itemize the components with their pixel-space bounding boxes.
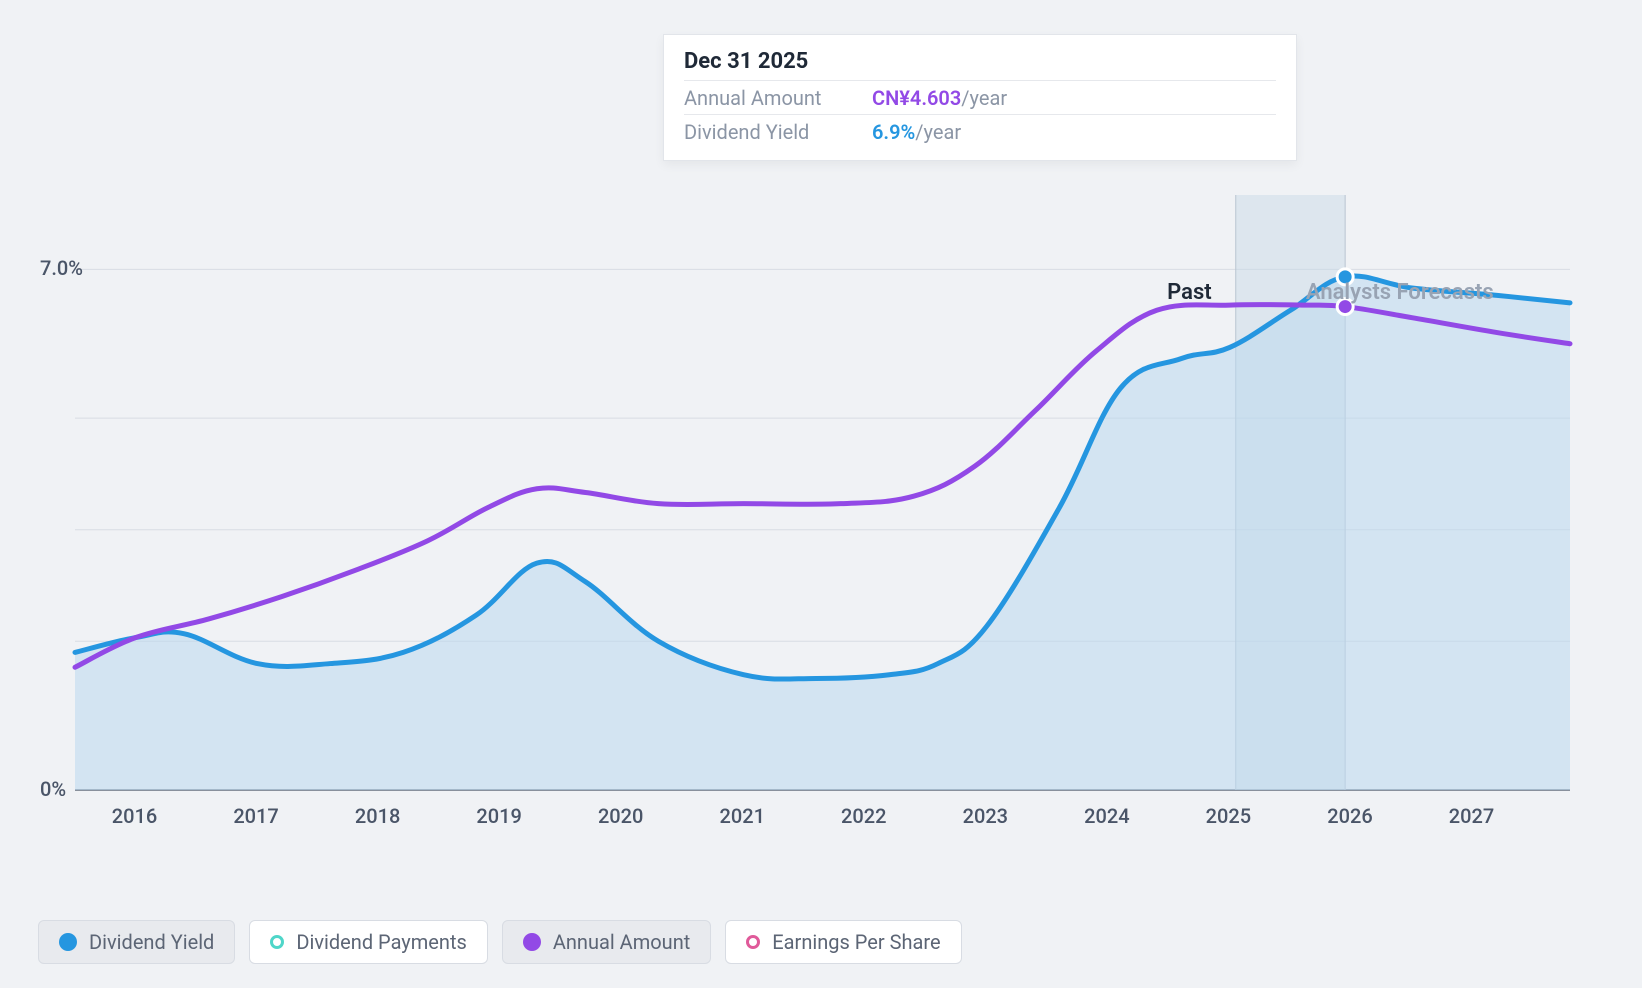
x-tick-label: 2022 bbox=[841, 804, 886, 828]
tooltip-row-value: CN¥4.603/year bbox=[872, 86, 1007, 110]
tooltip-row-label: Annual Amount bbox=[684, 86, 854, 110]
legend-item-earnings-per-share[interactable]: Earnings Per Share bbox=[725, 920, 961, 964]
x-tick-label: 2023 bbox=[963, 804, 1008, 828]
tooltip-date: Dec 31 2025 bbox=[684, 49, 1276, 80]
legend-item-dividend-payments[interactable]: Dividend Payments bbox=[249, 920, 487, 964]
x-tick-label: 2018 bbox=[355, 804, 400, 828]
legend-item-label: Earnings Per Share bbox=[772, 930, 940, 954]
legend-item-annual-amount[interactable]: Annual Amount bbox=[502, 920, 711, 964]
chart-legend: Dividend Yield Dividend Payments Annual Am… bbox=[38, 920, 962, 964]
x-tick-label: 2025 bbox=[1206, 804, 1251, 828]
legend-item-label: Annual Amount bbox=[553, 930, 690, 954]
x-tick-label: 2026 bbox=[1327, 804, 1372, 828]
x-tick-label: 2020 bbox=[598, 804, 643, 828]
earnings-per-share-swatch-icon bbox=[746, 935, 760, 949]
x-tick-label: 2019 bbox=[476, 804, 521, 828]
legend-item-label: Dividend Yield bbox=[89, 930, 214, 954]
x-tick-label: 2017 bbox=[233, 804, 278, 828]
tooltip-row-label: Dividend Yield bbox=[684, 120, 854, 144]
chart-container: Past Analysts Forecasts 0% 7.0% 2016 2017 2… bbox=[0, 0, 1642, 988]
tooltip-row: Dividend Yield 6.9%/year bbox=[684, 114, 1276, 148]
chart-tooltip: Dec 31 2025 Annual Amount CN¥4.603/year Di… bbox=[663, 34, 1297, 161]
label-past: Past bbox=[1167, 280, 1212, 305]
x-tick-label: 2021 bbox=[719, 804, 764, 828]
dividend-yield-swatch-icon bbox=[59, 933, 77, 951]
annual-amount-swatch-icon bbox=[523, 933, 541, 951]
label-forecast: Analysts Forecasts bbox=[1306, 280, 1494, 305]
legend-item-label: Dividend Payments bbox=[296, 930, 466, 954]
x-tick-label: 2027 bbox=[1449, 804, 1494, 828]
dividend-payments-swatch-icon bbox=[270, 935, 284, 949]
x-tick-label: 2024 bbox=[1084, 804, 1129, 828]
y-tick-label: 0% bbox=[40, 777, 66, 801]
legend-item-dividend-yield[interactable]: Dividend Yield bbox=[38, 920, 235, 964]
x-tick-label: 2016 bbox=[112, 804, 157, 828]
tooltip-row-value: 6.9%/year bbox=[872, 120, 961, 144]
tooltip-row: Annual Amount CN¥4.603/year bbox=[684, 80, 1276, 114]
y-tick-label: 7.0% bbox=[40, 256, 83, 280]
